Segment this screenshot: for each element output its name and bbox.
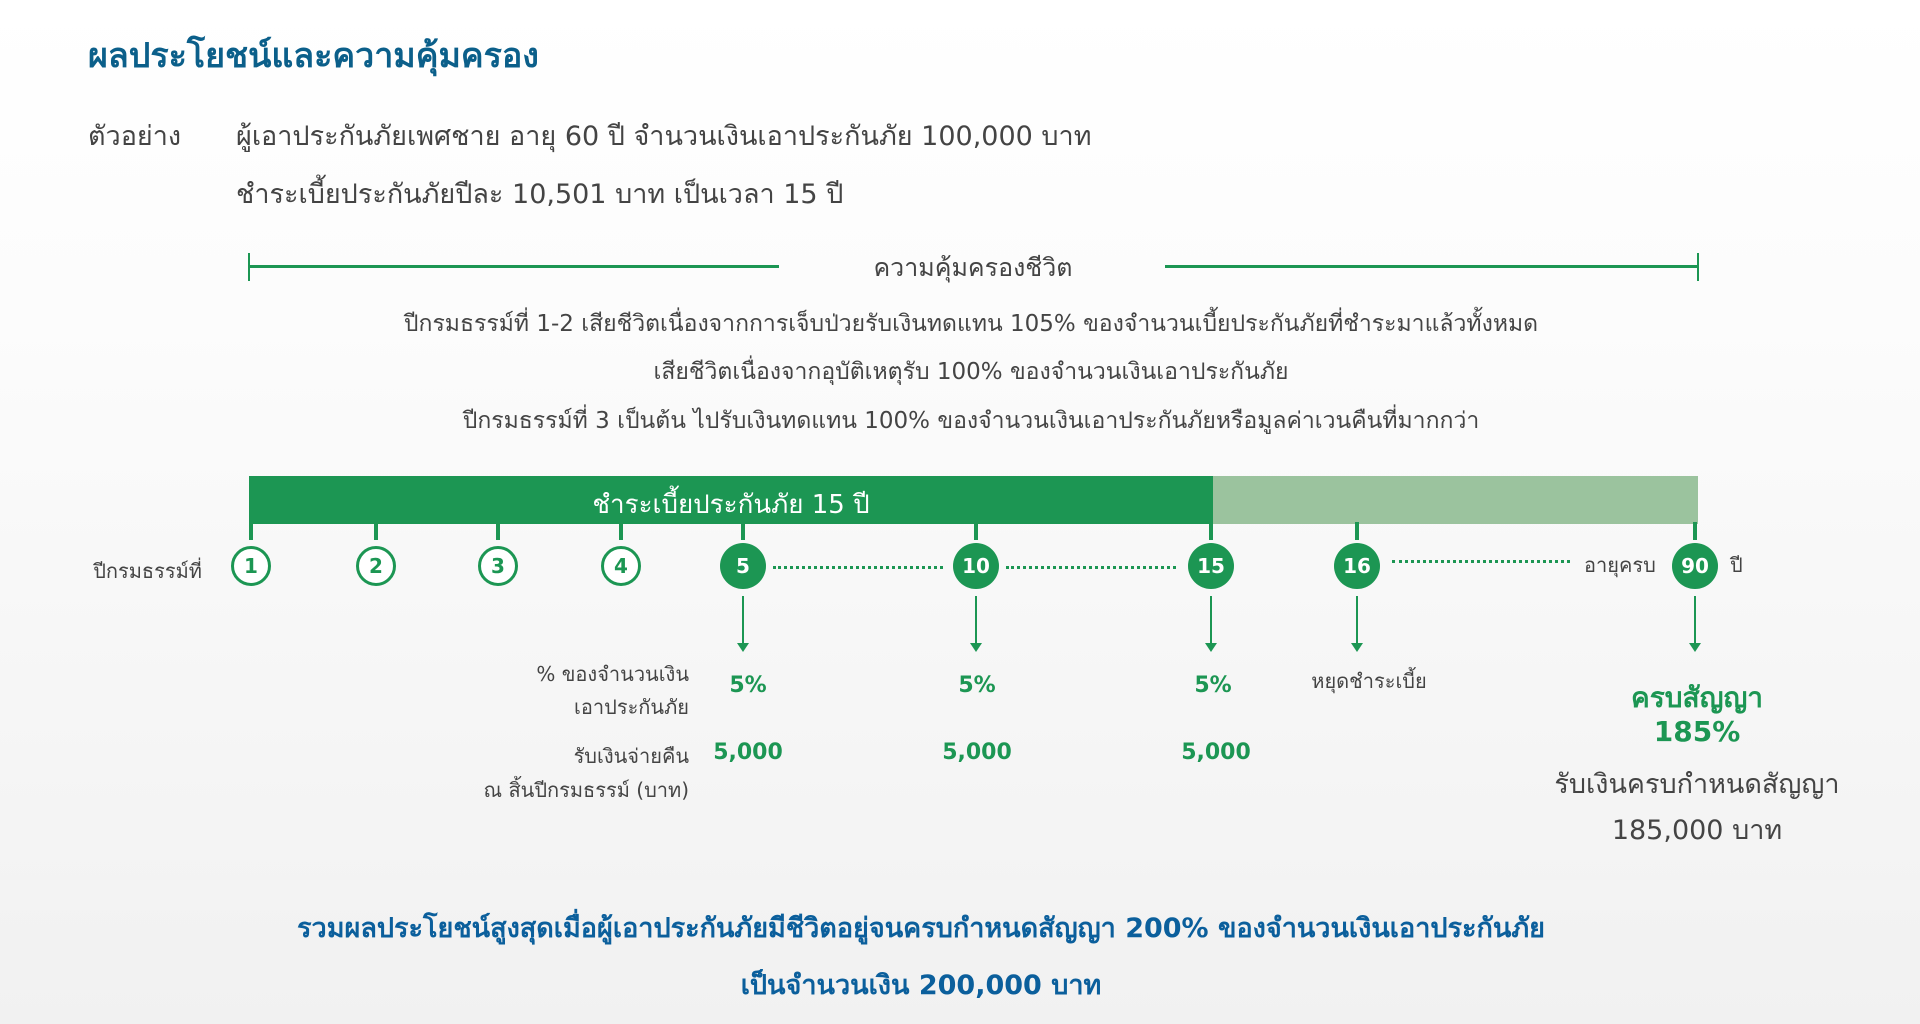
arrow-down-icon xyxy=(737,596,749,652)
age-label: อายุครบ xyxy=(1584,553,1656,577)
tick xyxy=(974,522,978,540)
page-title: ผลประโยชน์และความคุ้มครอง xyxy=(88,36,539,76)
arrow-down-icon xyxy=(1205,596,1217,652)
year-marker-15: 15 xyxy=(1188,543,1234,589)
year-unit-label: ปี xyxy=(1730,553,1743,577)
year-marker-3: 3 xyxy=(478,546,518,586)
payout-amount-year-10: 5,000 xyxy=(942,740,1012,765)
dotted-connector xyxy=(1392,560,1570,563)
summary-line-1: รวมผลประโยชน์สูงสุดเมื่อผู้เอาประกันภัยม… xyxy=(297,913,1545,944)
year-marker-4: 4 xyxy=(601,546,641,586)
example-label: ตัวอย่าง xyxy=(88,121,182,152)
cash-label-line-1: รับเงินจ่ายคืน xyxy=(573,744,689,768)
year-marker-2: 2 xyxy=(356,546,396,586)
year-marker-1: 1 xyxy=(231,546,271,586)
arrow-down-icon xyxy=(970,596,982,652)
premium-period-bar xyxy=(249,476,1213,524)
example-line-1: ผู้เอาประกันภัยเพศชาย อายุ 60 ปี จำนวนเง… xyxy=(236,121,1092,152)
maturity-pct: 185% xyxy=(1653,715,1741,748)
year-marker-16: 16 xyxy=(1334,543,1380,589)
tick xyxy=(619,522,623,540)
dotted-connector xyxy=(1006,566,1176,569)
stop-premium-label: หยุดชำระเบี้ย xyxy=(1311,669,1427,693)
payout-pct-year-15: 5% xyxy=(1194,673,1232,698)
year-marker-90: 90 xyxy=(1672,543,1718,589)
arrow-down-icon xyxy=(1351,596,1363,652)
tick xyxy=(496,522,500,540)
dotted-connector xyxy=(773,566,943,569)
tick xyxy=(1209,522,1213,540)
arrow-down-icon xyxy=(1689,596,1701,652)
tick xyxy=(1355,522,1359,540)
maturity-desc: รับเงินครบกำหนดสัญญา xyxy=(1554,769,1840,800)
maturity-title: ครบสัญญา xyxy=(1630,681,1764,714)
pct-label-line-2: เอาประกันภัย xyxy=(574,695,689,719)
payout-amount-year-15: 5,000 xyxy=(1181,740,1251,765)
pct-label-line-1: % ของจำนวนเงิน xyxy=(536,662,689,686)
payout-pct-year-5: 5% xyxy=(729,673,767,698)
year-marker-10: 10 xyxy=(953,543,999,589)
coverage-remaining-bar xyxy=(1213,476,1698,524)
coverage-line-2: เสียชีวิตเนื่องจากอุบัติเหตุรับ 100% ของ… xyxy=(653,359,1289,385)
tick xyxy=(249,522,253,540)
maturity-amount: 185,000 บาท xyxy=(1611,815,1783,846)
payout-amount-year-5: 5,000 xyxy=(713,740,783,765)
bracket-right-line xyxy=(1165,265,1698,268)
coverage-line-3: ปีกรมธรรม์ที่ 3 เป็นต้น ไปรับเงินทดแทน 1… xyxy=(462,408,1480,434)
tick xyxy=(741,522,745,540)
payout-pct-year-10: 5% xyxy=(958,673,996,698)
tick xyxy=(374,522,378,540)
summary-line-2: เป็นจำนวนเงิน 200,000 บาท xyxy=(740,970,1102,1001)
bracket-left-line xyxy=(249,265,779,268)
tick xyxy=(1693,522,1697,540)
bracket-right-tick xyxy=(1697,253,1699,281)
coverage-label: ความคุ้มครองชีวิต xyxy=(873,253,1073,282)
coverage-line-1: ปีกรมธรรม์ที่ 1-2 เสียชีวิตเนื่องจากการเ… xyxy=(403,311,1539,337)
premium-bar-label: ชำระเบี้ยประกันภัย 15 ปี xyxy=(592,490,870,520)
example-line-2: ชำระเบี้ยประกันภัยปีละ 10,501 บาท เป็นเว… xyxy=(236,179,844,210)
year-marker-5: 5 xyxy=(720,543,766,589)
cash-label-line-2: ณ สิ้นปีกรมธรรม์ (บาท) xyxy=(483,778,689,802)
policy-year-label: ปีกรมธรรม์ที่ xyxy=(93,559,202,583)
